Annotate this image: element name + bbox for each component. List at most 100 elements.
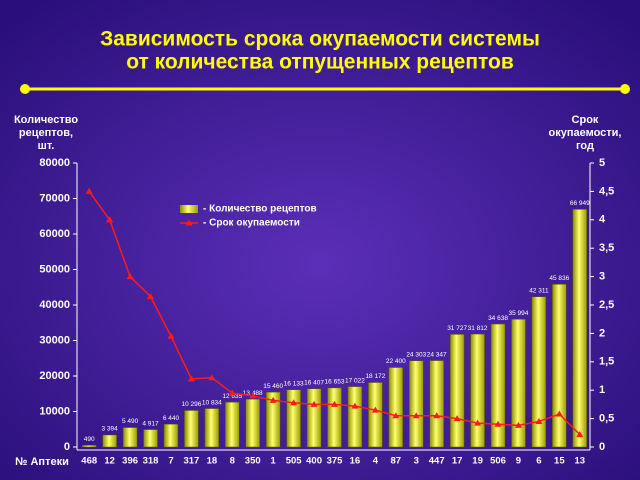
bar: [163, 423, 179, 448]
x-tick-label: 13: [574, 456, 585, 467]
value-label: 42 311: [529, 288, 549, 295]
y2-tick-label: 4,5: [599, 185, 614, 197]
legend-label: - Срок окупаемости: [203, 218, 300, 229]
legend-label: - Количество рецептов: [203, 204, 317, 215]
value-label: 16 653: [325, 379, 345, 386]
line-marker: [208, 374, 216, 381]
x-axis-label: № Аптеки: [15, 456, 69, 468]
y2-tick-label: 0,5: [599, 413, 614, 425]
y2-tick-label: 3,5: [599, 242, 614, 254]
x-tick-label: 3: [414, 456, 419, 467]
bar: [245, 398, 260, 448]
y2-axis-label: Срок: [572, 114, 599, 126]
value-label: 35 994: [509, 310, 529, 317]
y2-axis-label: окупаемости,: [549, 127, 622, 139]
bar: [184, 410, 199, 448]
x-tick-label: 87: [391, 456, 402, 467]
line-marker: [228, 389, 236, 396]
bar: [511, 318, 526, 448]
line-marker: [576, 431, 584, 438]
x-tick-label: 4: [373, 456, 379, 467]
line-marker: [269, 396, 277, 403]
legend-swatch: [185, 219, 193, 226]
y-tick-label: 50000: [39, 263, 70, 275]
line-marker: [85, 187, 93, 194]
bar: [81, 445, 97, 448]
x-tick-label: 506: [490, 456, 506, 467]
y2-tick-label: 0: [599, 441, 605, 453]
bar: [286, 389, 301, 448]
y2-tick-label: 1: [599, 384, 605, 396]
bar: [552, 284, 567, 448]
line-marker: [392, 412, 400, 419]
bar: [327, 387, 342, 448]
bar: [143, 429, 158, 448]
line-marker: [167, 332, 175, 339]
value-label: 490: [84, 436, 95, 443]
y2-tick-label: 5: [599, 157, 605, 169]
x-tick-label: 6: [536, 456, 541, 467]
line-marker: [187, 375, 195, 382]
x-tick-label: 1: [271, 456, 277, 467]
y-tick-label: 20000: [39, 370, 70, 382]
y2-tick-label: 1,5: [599, 356, 614, 368]
line-marker: [453, 415, 461, 422]
value-label: 24 347: [427, 351, 447, 358]
rule-dot: [620, 84, 630, 94]
legend-swatch: [180, 205, 198, 213]
line-marker: [351, 402, 359, 409]
line-marker: [249, 392, 257, 399]
x-tick-label: 9: [516, 456, 521, 467]
x-tick-label: 19: [472, 456, 483, 467]
bar: [490, 323, 506, 448]
y-tick-label: 10000: [39, 405, 70, 417]
bar: [225, 401, 240, 448]
line-marker: [331, 400, 338, 407]
value-label: 16 407: [304, 379, 324, 386]
y-tick-label: 70000: [39, 192, 70, 204]
line-marker: [555, 410, 563, 417]
bar: [265, 391, 281, 448]
bar: [470, 333, 485, 448]
line-marker: [535, 417, 543, 424]
value-label: 17 022: [345, 377, 365, 384]
chart-title: Зависимость срока окупаемости системы: [100, 28, 540, 51]
value-label: 12 635: [222, 393, 242, 400]
value-label: 6 440: [163, 415, 180, 422]
bar: [306, 388, 322, 448]
x-tick-label: 375: [327, 456, 344, 467]
x-tick-label: 468: [81, 456, 97, 467]
line-marker: [147, 292, 155, 299]
x-tick-label: 16: [350, 456, 361, 467]
value-label: 31 727: [447, 325, 467, 332]
x-tick-label: 15: [554, 456, 565, 467]
bar: [102, 434, 117, 448]
bar: [388, 367, 404, 448]
bar: [204, 408, 220, 448]
x-tick-label: 12: [104, 456, 115, 467]
y-axis-label: шт.: [38, 140, 55, 152]
y-tick-label: 30000: [39, 334, 70, 346]
y2-tick-label: 4: [599, 214, 606, 226]
value-label: 22 400: [386, 358, 406, 365]
line-marker: [126, 273, 134, 280]
x-tick-label: 18: [207, 456, 218, 467]
y2-axis-label: год: [576, 140, 594, 152]
line-marker: [412, 412, 420, 419]
y2-tick-label: 2,5: [599, 299, 614, 311]
x-tick-label: 7: [168, 456, 173, 467]
y-axis-label: Количество: [14, 114, 78, 126]
y2-tick-label: 3: [599, 271, 605, 283]
line-marker: [474, 419, 482, 426]
bar: [368, 382, 383, 448]
line-marker: [106, 216, 114, 223]
y-axis-label: рецептов,: [19, 127, 73, 139]
y-tick-label: 60000: [39, 228, 70, 240]
line-marker: [433, 412, 441, 419]
value-label: 18 172: [365, 373, 385, 380]
x-tick-label: 350: [245, 456, 261, 467]
rule-dot: [20, 84, 30, 94]
bar: [429, 360, 444, 448]
